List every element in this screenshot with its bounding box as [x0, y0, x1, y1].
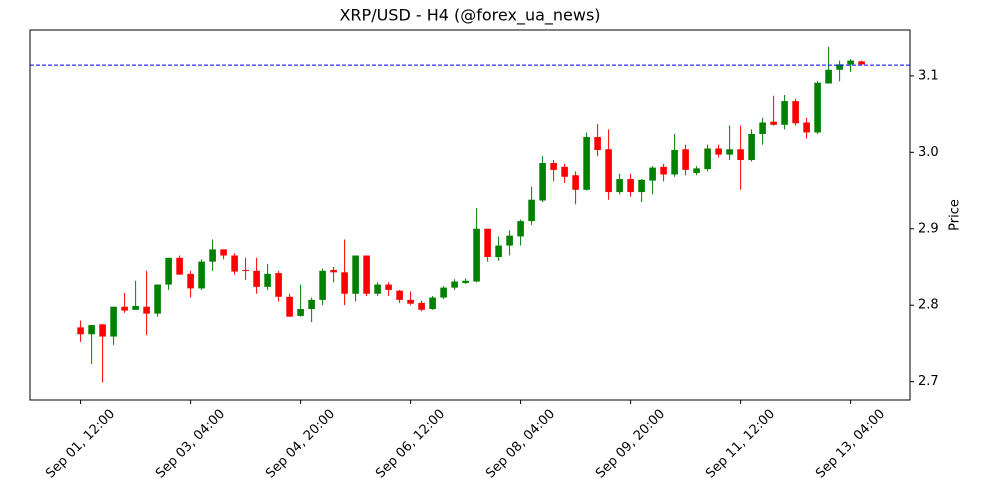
- candle-body: [528, 199, 535, 222]
- candle-body: [154, 284, 161, 314]
- x-tick-label: Sep 11, 12:00: [703, 407, 778, 482]
- candle-body: [198, 261, 205, 289]
- candle-body: [660, 166, 667, 175]
- candle-body: [539, 163, 546, 201]
- candle-body: [704, 148, 711, 170]
- candle-body: [187, 273, 194, 289]
- candle-body: [781, 101, 788, 125]
- candle-body: [396, 290, 403, 300]
- candle-body: [550, 163, 557, 170]
- candle-body: [517, 221, 524, 237]
- candle-body: [451, 281, 458, 288]
- candle-body: [132, 305, 139, 310]
- candle-body: [418, 302, 425, 310]
- candle-body: [858, 61, 865, 65]
- candle-body: [407, 299, 414, 304]
- candle-body: [110, 306, 117, 337]
- y-tick-label: 2.8: [918, 298, 939, 313]
- candle-body: [275, 273, 282, 297]
- y-axis-label: Price: [948, 199, 963, 231]
- x-tick-label: Sep 04, 20:00: [263, 407, 338, 482]
- candle-body: [209, 249, 216, 262]
- candle-body: [825, 69, 832, 84]
- candle-body: [374, 284, 381, 294]
- y-tick-label: 3.0: [918, 145, 939, 160]
- candle-body: [253, 270, 260, 287]
- candle-body: [308, 299, 315, 310]
- y-tick-label: 2.9: [918, 221, 939, 236]
- candle-body: [693, 168, 700, 173]
- candle-body: [814, 82, 821, 133]
- candle-body: [715, 148, 722, 155]
- candle-body: [440, 287, 447, 298]
- candle-body: [759, 122, 766, 134]
- candle-body: [231, 255, 238, 272]
- candle-body: [726, 149, 733, 155]
- candle-body: [363, 255, 370, 294]
- candle-body: [88, 325, 95, 335]
- candle-body: [770, 121, 777, 125]
- candle-body: [836, 64, 843, 70]
- candle-body: [286, 296, 293, 317]
- candle-body: [385, 284, 392, 290]
- candle-body: [792, 101, 799, 124]
- candle-body: [561, 166, 568, 177]
- candle-body: [803, 122, 810, 133]
- candle-body: [319, 270, 326, 300]
- x-tick-label: Sep 13, 04:00: [813, 407, 888, 482]
- candle-body: [297, 309, 304, 316]
- candle-body: [671, 150, 678, 175]
- candle-body: [506, 235, 513, 246]
- candle-body: [627, 179, 634, 193]
- candle-body: [484, 228, 491, 258]
- candle-body: [220, 249, 227, 256]
- candle-body: [638, 179, 645, 193]
- candle-body: [473, 228, 480, 282]
- candle-body: [847, 60, 854, 65]
- candle-body: [352, 255, 359, 294]
- candle-body: [594, 137, 601, 151]
- x-tick-label: Sep 03, 04:00: [153, 407, 228, 482]
- candle-body: [429, 297, 436, 310]
- candle-body: [682, 149, 689, 170]
- x-tick-label: Sep 09, 20:00: [593, 407, 668, 482]
- candle-body: [583, 137, 590, 190]
- x-tick-label: Sep 08, 04:00: [483, 407, 558, 482]
- candle-body: [121, 306, 128, 311]
- candle-body: [572, 175, 579, 190]
- y-tick-label: 3.1: [918, 68, 939, 83]
- chart-title: XRP/USD - H4 (@forex_ua_news): [339, 6, 600, 26]
- candle-body: [99, 324, 106, 337]
- candle-body: [462, 280, 469, 284]
- candle-body: [176, 257, 183, 275]
- y-tick-label: 2.7: [918, 374, 939, 389]
- plot-frame: [29, 29, 911, 401]
- candle-body: [77, 327, 84, 335]
- candle-body: [748, 133, 755, 160]
- candle-body: [165, 257, 172, 285]
- candle-body: [264, 273, 271, 287]
- candle-body: [242, 270, 249, 272]
- x-tick-label: Sep 06, 12:00: [373, 407, 448, 482]
- candle-body: [330, 270, 337, 273]
- candle-body: [649, 167, 656, 181]
- candle-body: [605, 149, 612, 193]
- candle-body: [341, 272, 348, 294]
- candle-body: [495, 245, 502, 258]
- x-tick-label: Sep 01, 12:00: [43, 407, 118, 482]
- candle-body: [616, 179, 623, 193]
- candle-body: [737, 149, 744, 160]
- candle-body: [143, 306, 150, 314]
